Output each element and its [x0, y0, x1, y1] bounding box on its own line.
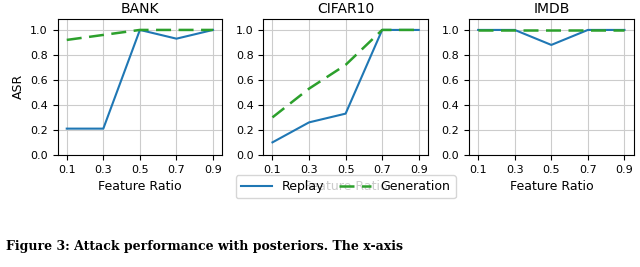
- X-axis label: Feature Ratio: Feature Ratio: [509, 180, 593, 193]
- X-axis label: Feature Ratio: Feature Ratio: [98, 180, 182, 193]
- Title: CIFAR10: CIFAR10: [317, 2, 374, 16]
- X-axis label: Feature Ratio: Feature Ratio: [304, 180, 387, 193]
- Legend: Replay, Generation: Replay, Generation: [236, 175, 456, 198]
- Title: IMDB: IMDB: [533, 2, 570, 16]
- Y-axis label: ASR: ASR: [12, 74, 24, 99]
- Title: BANK: BANK: [120, 2, 159, 16]
- Text: Figure 3: Attack performance with posteriors. The x-axis: Figure 3: Attack performance with poster…: [6, 240, 403, 253]
